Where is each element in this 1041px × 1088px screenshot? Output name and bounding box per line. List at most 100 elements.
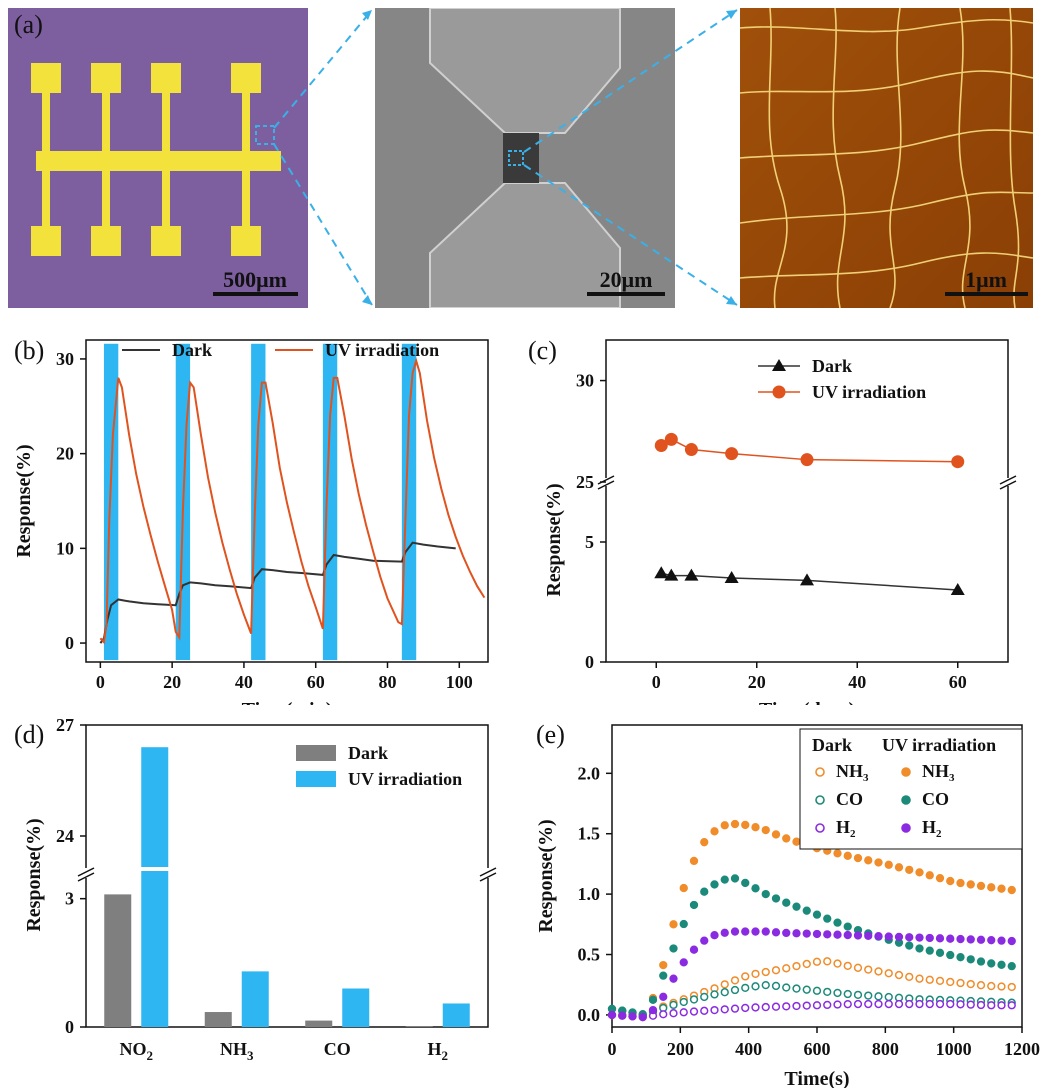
uv-point [915, 868, 924, 877]
uv-point [679, 958, 688, 967]
y-tick-label: 0 [65, 1017, 74, 1037]
legend-header-dark: Dark [812, 735, 852, 755]
dark-point [966, 979, 975, 989]
x-tick-label: 1200 [1004, 1039, 1040, 1059]
legend-gas-label: NH3 [922, 761, 955, 784]
electrode-pad-bottom [151, 226, 181, 256]
subscript: 2 [850, 828, 856, 840]
bar-uv [241, 971, 269, 1027]
x-tick-label: 800 [872, 1039, 899, 1059]
dark-point [853, 999, 863, 1009]
dark-point [853, 990, 863, 1000]
x-tick-label: 80 [379, 672, 397, 692]
dark-point [925, 999, 934, 1009]
dark-point [976, 981, 986, 990]
axis-break-mark [479, 867, 497, 877]
dark-point [761, 980, 770, 990]
uv-point [976, 935, 986, 944]
dark-point [812, 957, 822, 966]
dark-point [689, 1007, 699, 1016]
dark-point [864, 991, 873, 1000]
legend-uv-marker [901, 767, 911, 777]
dark-point [1007, 1001, 1016, 1010]
sem-image: 20μm [375, 8, 675, 308]
y-tick-label: 0.0 [578, 1005, 601, 1025]
dark-point [802, 959, 811, 969]
uv-point [997, 884, 1006, 893]
uv-point [771, 830, 781, 839]
legend-gas-label: NH3 [836, 761, 869, 784]
electrode-lead-top [162, 93, 170, 151]
uv-point [843, 922, 852, 931]
electrode-lead-bottom [102, 171, 110, 226]
uv-point [884, 932, 893, 941]
uv-point [618, 1011, 627, 1020]
dark-point [935, 999, 945, 1009]
dark-point [833, 988, 842, 998]
subscript: 2 [936, 828, 942, 840]
uv-point [689, 900, 699, 910]
uv-point [853, 931, 863, 940]
subscript: 2 [147, 1048, 154, 1063]
uv-point [771, 928, 781, 937]
axis-break-gap-right [482, 868, 494, 878]
uv-point [782, 834, 791, 843]
electrode-pad-bottom [91, 226, 121, 256]
legend-gas-label: CO [922, 789, 949, 809]
dark-point [833, 959, 842, 968]
y-axis-title: Response(%) [543, 483, 565, 596]
plot-frame [85, 339, 489, 663]
uv-point [720, 875, 729, 884]
panel-label-d: (d) [14, 720, 45, 749]
uv-point [751, 823, 760, 832]
axis-break-mark [77, 867, 95, 877]
uv-point [956, 953, 965, 962]
dark-point [669, 1000, 678, 1010]
dark-point [761, 1002, 770, 1012]
dark-point [741, 1003, 750, 1013]
uv-point [700, 887, 709, 896]
y-tick-label: 5 [585, 532, 594, 552]
legend-uv-marker [901, 795, 911, 805]
uv-point [987, 936, 996, 945]
dark-point [720, 1005, 729, 1014]
bar-uv [442, 1003, 470, 1027]
uv-point [925, 871, 934, 880]
axis-break-mark [479, 872, 497, 882]
chart-e-gas-response: 0 200 400 600 800 1000 1200 0.0 0.5 1.0 1.5 2.0 Dark… [535, 724, 1040, 1088]
legend-dark-swatch [296, 745, 336, 761]
sem-electrode-gap: 20μm [375, 8, 675, 308]
uv-point [905, 933, 914, 942]
subscript: 2 [442, 1048, 449, 1063]
x-category-label: NH3 [220, 1039, 254, 1063]
x-tick-label: 20 [163, 672, 181, 692]
panel-label-b: (b) [14, 336, 45, 365]
legend-box [799, 728, 1023, 850]
dark-point [843, 989, 852, 999]
uv-point [679, 883, 688, 893]
uv-on-bar [401, 343, 417, 661]
dark-point [987, 981, 996, 991]
dark-point [950, 583, 965, 595]
uv-point [1007, 885, 1016, 895]
afm-image: 1μm [740, 8, 1033, 308]
dark-point [905, 999, 914, 1009]
legend-uv-label: UV irradiation [812, 382, 926, 402]
uv-point [864, 856, 873, 865]
dark-point [792, 984, 801, 993]
electrode-pad-top [91, 63, 121, 93]
dark-point [997, 982, 1006, 991]
y-axis-title: Response(%) [23, 818, 45, 931]
zoom-connectors [273, 9, 738, 306]
series-uv-line [99, 357, 486, 645]
dark-point [915, 974, 924, 983]
dark-point [751, 1003, 760, 1012]
dark-point [710, 990, 719, 999]
uv-point [935, 934, 945, 943]
x-tick-label: 60 [307, 672, 325, 692]
uv-point [802, 906, 811, 915]
y-tick-label: 0 [585, 652, 594, 672]
uv-point [864, 931, 873, 940]
x-tick-label: 400 [735, 1039, 762, 1059]
uv-point [730, 927, 740, 936]
